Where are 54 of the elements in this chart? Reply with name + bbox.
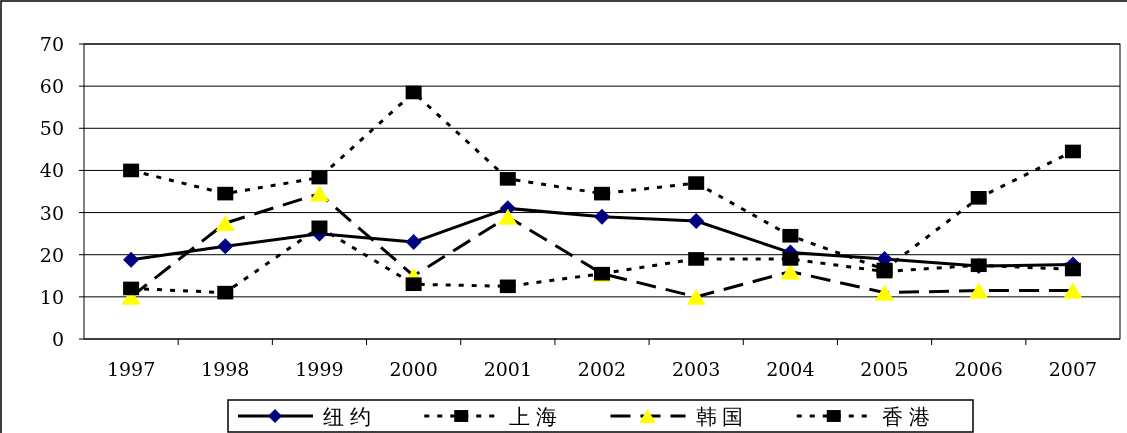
y-tick-label: 60 xyxy=(39,75,64,98)
point xyxy=(594,186,610,201)
point xyxy=(499,172,516,186)
point xyxy=(688,176,705,190)
y-tick-label: 20 xyxy=(39,243,64,266)
point xyxy=(594,208,610,225)
x-tick-label: 2001 xyxy=(483,358,532,380)
point xyxy=(215,215,235,232)
point xyxy=(309,185,330,202)
point xyxy=(1063,282,1083,299)
x-tick-label: 1999 xyxy=(295,358,344,380)
point xyxy=(123,281,140,296)
x-tick-label: 2007 xyxy=(1048,358,1098,380)
y-tick-label: 30 xyxy=(39,201,64,224)
x-tick-label: 2005 xyxy=(860,358,909,380)
y-tick-label: 40 xyxy=(39,159,64,182)
x-tick-label: 1997 xyxy=(106,358,156,380)
y-tick-label: 0 xyxy=(51,328,64,350)
point xyxy=(970,191,987,205)
x-tick-label: 2002 xyxy=(577,358,627,380)
y-tick-label: 70 xyxy=(39,33,64,55)
x-tick-label: 2006 xyxy=(954,358,1003,380)
x-tick-label: 1998 xyxy=(201,358,250,380)
y-tick-label: 10 xyxy=(39,285,64,308)
point xyxy=(311,170,328,185)
point xyxy=(405,85,422,100)
point xyxy=(782,228,799,243)
point xyxy=(499,279,516,294)
point xyxy=(217,238,234,255)
point xyxy=(874,284,895,301)
point xyxy=(1064,144,1081,159)
point xyxy=(782,252,799,266)
legend-label: 香 港 xyxy=(881,405,930,428)
point xyxy=(123,163,140,178)
point xyxy=(311,220,328,235)
point xyxy=(217,285,234,300)
legend-label: 上 海 xyxy=(509,405,558,428)
point xyxy=(969,282,989,299)
point xyxy=(686,288,706,305)
point xyxy=(405,277,422,292)
point xyxy=(780,263,800,280)
point xyxy=(405,234,422,251)
legend-label: 纽 约 xyxy=(323,405,371,428)
point xyxy=(688,252,705,266)
point xyxy=(217,186,234,201)
x-tick-label: 2003 xyxy=(672,358,721,380)
x-tick-label: 2000 xyxy=(389,358,438,380)
x-tick-label: 2004 xyxy=(766,358,815,380)
point xyxy=(1064,262,1081,277)
point xyxy=(498,208,518,225)
legend-label: 韩 国 xyxy=(695,405,744,428)
point xyxy=(688,213,705,229)
point xyxy=(123,251,140,268)
y-tick-label: 50 xyxy=(39,117,64,140)
